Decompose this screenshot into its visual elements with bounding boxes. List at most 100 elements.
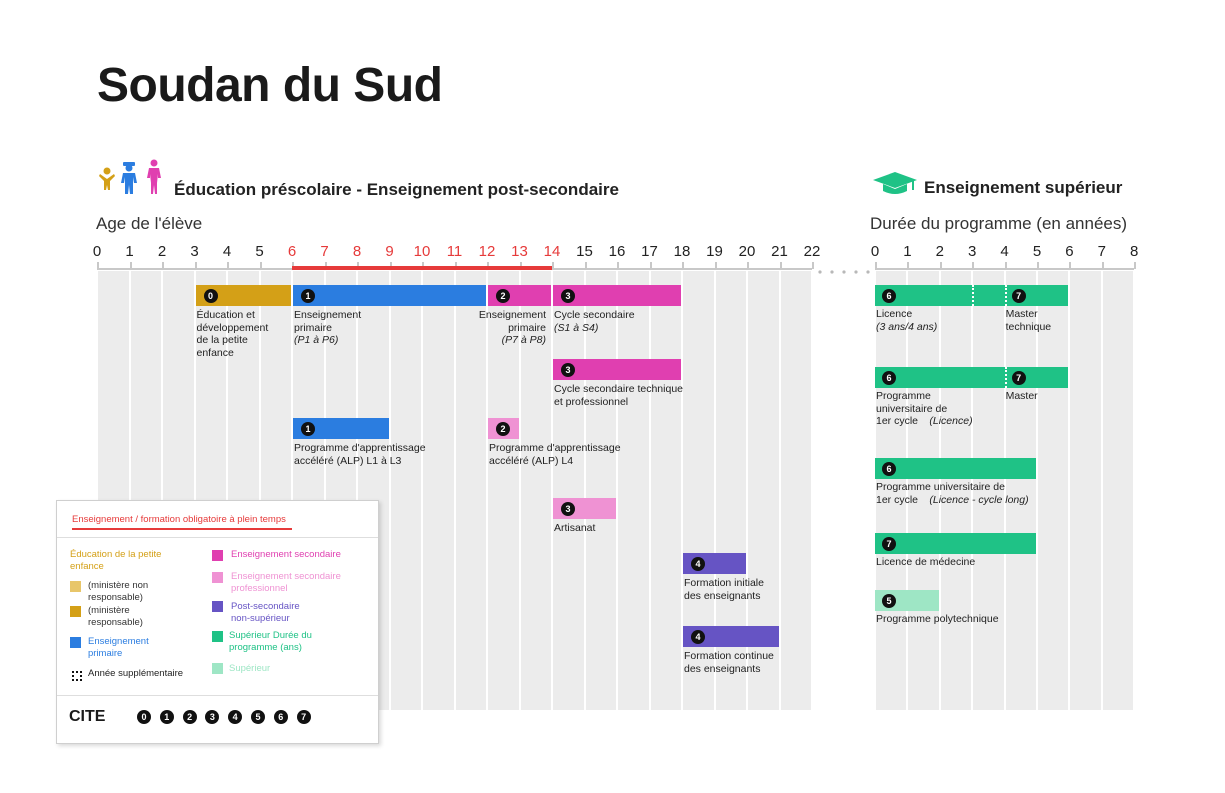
left-tick-label: 18 [673,243,691,260]
program-label: Cycle secondaire [554,309,635,321]
right-tick-mark [1101,262,1104,269]
isced-badge: 1 [301,421,315,436]
program-sublabel: (3 ans/4 ans) [876,320,938,333]
program-label: Programme d'apprentissage accéléré (ALP)… [294,442,426,467]
isced-badge: 2 [496,288,510,303]
program-bar [553,285,681,306]
left-axis-label: Age de l'élève [96,214,203,233]
program-label: Programme d'apprentissage accéléré (ALP)… [489,442,621,467]
program-sublabel: (P1 à P6) [294,334,339,346]
legend-tertiary-light-swatch [212,663,223,674]
left-tick-mark [649,262,652,269]
axis-break [816,263,872,274]
left-column [423,271,454,710]
left-tick-mark [357,262,359,269]
legend-post-sec-swatch [212,601,223,612]
left-tick-mark [584,262,587,269]
right-tick-mark [1134,262,1137,269]
right-section-heading: Enseignement supérieur [924,178,1123,197]
left-tick-mark [812,262,814,269]
left-tick-label: 22 [803,243,821,260]
right-axis-line [875,268,1135,270]
left-tick-label: 17 [641,243,658,260]
left-tick-label: 5 [255,243,264,260]
program-label: Formation initiale des enseignants [684,577,764,602]
legend-title-underline [72,528,292,530]
program-bar [293,285,486,306]
program-label: Enseignement primaire [294,309,362,334]
isced-badge: 3 [561,288,575,303]
left-tick-label: 1 [125,243,134,260]
left-tick-label: 4 [222,243,232,260]
program-label: Artisanat [554,522,596,534]
left-tick-label: 9 [385,243,394,260]
program-bar [293,418,389,439]
left-tick-mark [747,262,749,269]
legend-title: Enseignement / formation obligatoire à p… [72,514,286,525]
right-column [908,271,939,710]
program-bar [875,367,1069,388]
right-tick-label: 2 [935,243,944,260]
program-label: Programme polytechnique [876,613,999,625]
right-tick-mark [939,262,942,269]
right-tick-label: 8 [1130,243,1139,260]
extra-year-divider [1004,285,1007,306]
program-label: Programme universitaire de 1er cycle [876,390,948,427]
left-column [520,271,551,710]
legend-ece-title: Éducation de la petite enfance [70,549,162,572]
legend-tertiary-swatch [212,631,223,642]
extra-year-divider [1004,367,1007,388]
extra-year-icon [72,668,82,681]
left-tick-mark [97,262,99,269]
program-sublabel: (S1 à S4) [554,321,599,334]
program-label: Programme universitaire de 1er cycle [876,481,1005,506]
left-tick-label: 7 [320,243,329,260]
isced-badge: 0 [203,288,218,303]
right-tick-label: 7 [1097,243,1106,260]
left-tick-mark [714,262,717,269]
right-tick-mark [1004,262,1007,269]
cite-label: CITE [69,708,106,725]
left-tick-mark [617,262,619,269]
isced-badge: 6 [882,370,896,385]
left-tick-label: 21 [771,243,788,260]
left-column [585,271,616,710]
cite-level-badge: 2 [182,710,197,724]
program-label: Enseignement primaire [478,309,546,334]
left-tick-label: 16 [608,243,626,260]
legend-secondary-label: Enseignement secondaire [231,549,341,560]
right-axis-label: Durée du programme (en années) [870,214,1128,233]
legend-secondary-prof-label: Enseignement secondaire professionnel [231,571,341,594]
children-icon [96,157,166,197]
legend-extra-year-label: Année supplémentaire [88,668,184,679]
legend-ece-dark-label: (ministère responsable) [88,605,143,628]
program-bar [875,458,1036,479]
isced-badge: 1 [301,288,315,303]
left-column [455,271,486,710]
right-column [973,271,1004,710]
legend-tertiary-label: Supérieur Durée du programme (ans) [229,630,312,653]
extra-year-divider [972,285,975,306]
right-tick-mark [1037,262,1039,269]
left-tick-mark [324,262,327,269]
right-tick-mark [875,262,877,269]
legend-post-sec-label: Post-secondaire non-supérieur [231,601,300,624]
legend-tertiary-light-label: Supérieur [229,663,271,674]
left-tick-label: 12 [478,243,496,260]
graduation-cap-icon [872,170,918,196]
isced-badge: 3 [561,362,575,377]
left-column [650,271,681,710]
right-tick-label: 1 [903,243,912,260]
left-tick-label: 19 [706,243,723,260]
program-label-2: Master technique [1005,308,1052,333]
left-tick-mark [682,262,684,269]
left-tick-mark [227,262,229,269]
cite-level-badge: 4 [228,710,243,724]
right-tick-label: 3 [968,243,977,260]
left-tick-label: 15 [576,243,593,260]
legend-ece-light-swatch [70,581,81,592]
left-tick-mark [552,262,554,269]
legend-primary-label: Enseignement primaire [88,636,149,659]
left-tick-mark [454,262,457,269]
left-column [553,271,584,710]
